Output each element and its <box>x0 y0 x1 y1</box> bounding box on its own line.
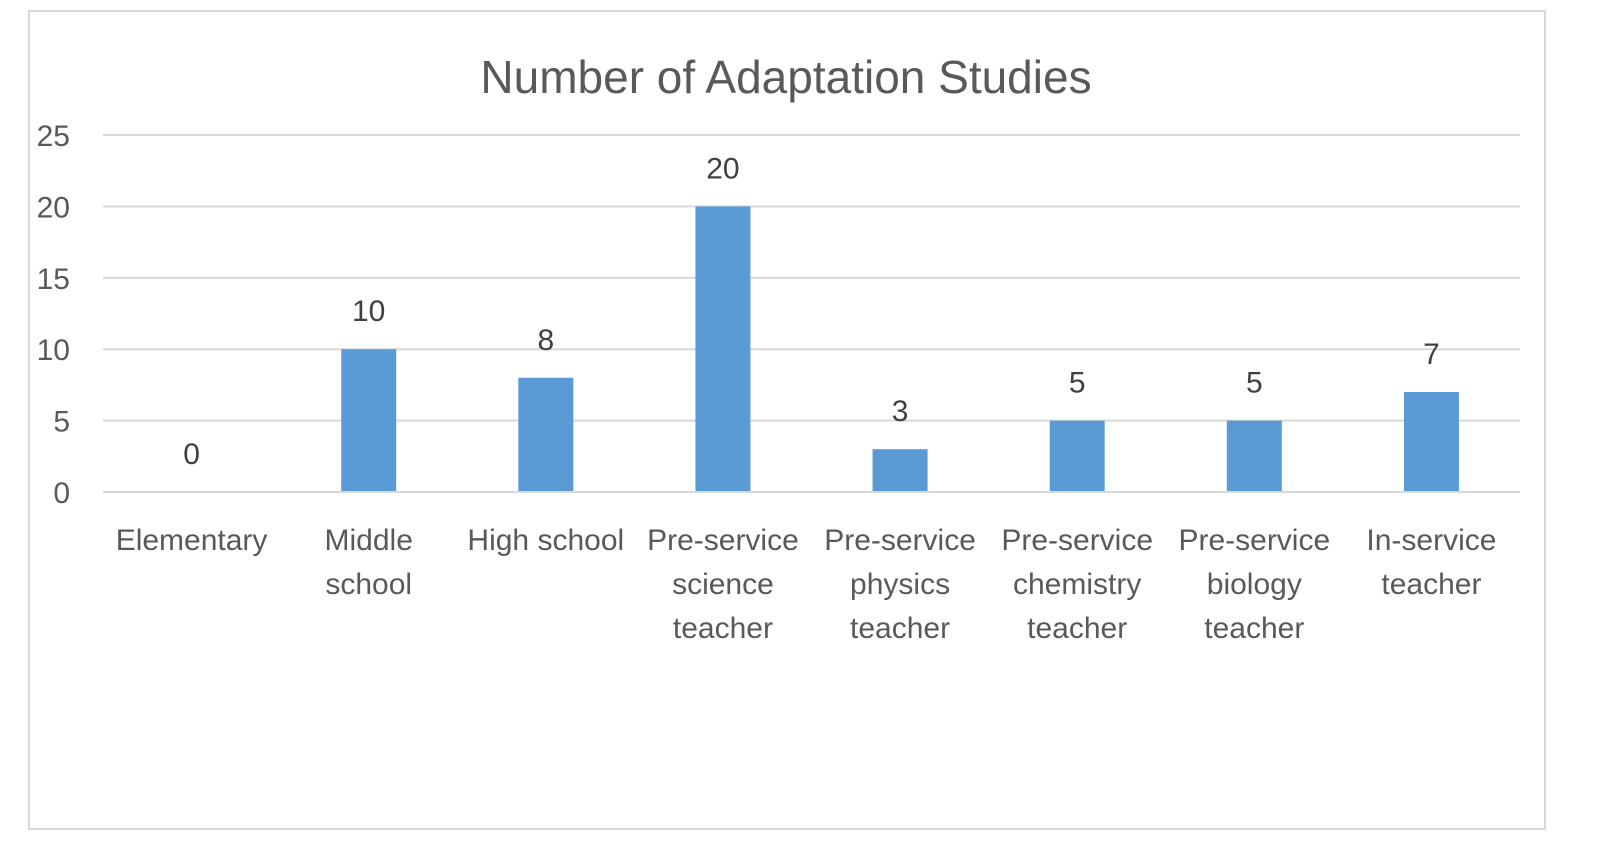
category-label-line: teacher <box>1204 612 1304 645</box>
bar <box>695 206 751 492</box>
data-label: 3 <box>892 395 909 428</box>
data-label: 20 <box>706 152 739 185</box>
category-label-line: Pre-service <box>1001 524 1153 557</box>
y-tick-label: 0 <box>53 477 70 510</box>
y-tick-label: 10 <box>37 334 70 367</box>
category-label-line: teacher <box>673 612 773 645</box>
category-label: Elementary <box>116 524 268 557</box>
category-label-line: chemistry <box>1013 568 1141 601</box>
category-label-line: teacher <box>1381 568 1481 601</box>
y-tick-label: 15 <box>37 263 70 296</box>
bar <box>518 377 574 492</box>
bar <box>872 449 928 492</box>
category-label-line: science <box>672 568 774 601</box>
data-label: 7 <box>1423 338 1440 371</box>
category-label: Middle school <box>325 524 413 601</box>
chart-title: Number of Adaptation Studies <box>480 51 1091 103</box>
y-tick-label: 20 <box>37 191 70 224</box>
category-label-line: physics <box>850 568 950 601</box>
data-label: 5 <box>1069 367 1086 400</box>
category-label: Pre-service science teacher <box>647 524 799 645</box>
data-label: 8 <box>537 324 554 357</box>
data-label: 10 <box>352 295 385 328</box>
category-label-line: Middle <box>325 524 413 557</box>
category-label-line: High school <box>467 524 624 557</box>
category-label: High school <box>467 524 624 557</box>
category-label-line: teacher <box>850 612 950 645</box>
bar <box>1226 420 1282 492</box>
category-label: Pre-service chemistry teacher <box>1001 524 1153 645</box>
data-label: 5 <box>1246 367 1263 400</box>
category-label-line: Elementary <box>116 524 268 557</box>
bar <box>341 349 397 492</box>
y-axis-tick-labels: 0 5 10 15 20 25 <box>37 120 70 510</box>
category-label: Pre-service physics teacher <box>824 524 976 645</box>
category-label-line: biology <box>1207 568 1302 601</box>
category-label-line: Pre-service <box>647 524 799 557</box>
category-label-line: Pre-service <box>1178 524 1330 557</box>
bar <box>1403 392 1459 492</box>
category-label-line: teacher <box>1027 612 1127 645</box>
category-label: In-service teacher <box>1366 524 1496 601</box>
category-label-line: school <box>325 568 412 601</box>
bars <box>341 206 1459 492</box>
category-label: Pre-service biology teacher <box>1178 524 1330 645</box>
data-label: 0 <box>183 438 200 471</box>
gridlines <box>103 134 1520 422</box>
category-label-line: Pre-service <box>824 524 976 557</box>
bar <box>1049 420 1105 492</box>
x-axis-category-labels: Elementary Middle school High school Pre-ser… <box>116 524 1497 645</box>
y-tick-label: 5 <box>53 406 70 439</box>
category-label-line: In-service <box>1366 524 1496 557</box>
data-labels: 0 10 8 20 3 5 5 7 <box>183 152 1440 471</box>
y-tick-label: 25 <box>37 120 70 153</box>
